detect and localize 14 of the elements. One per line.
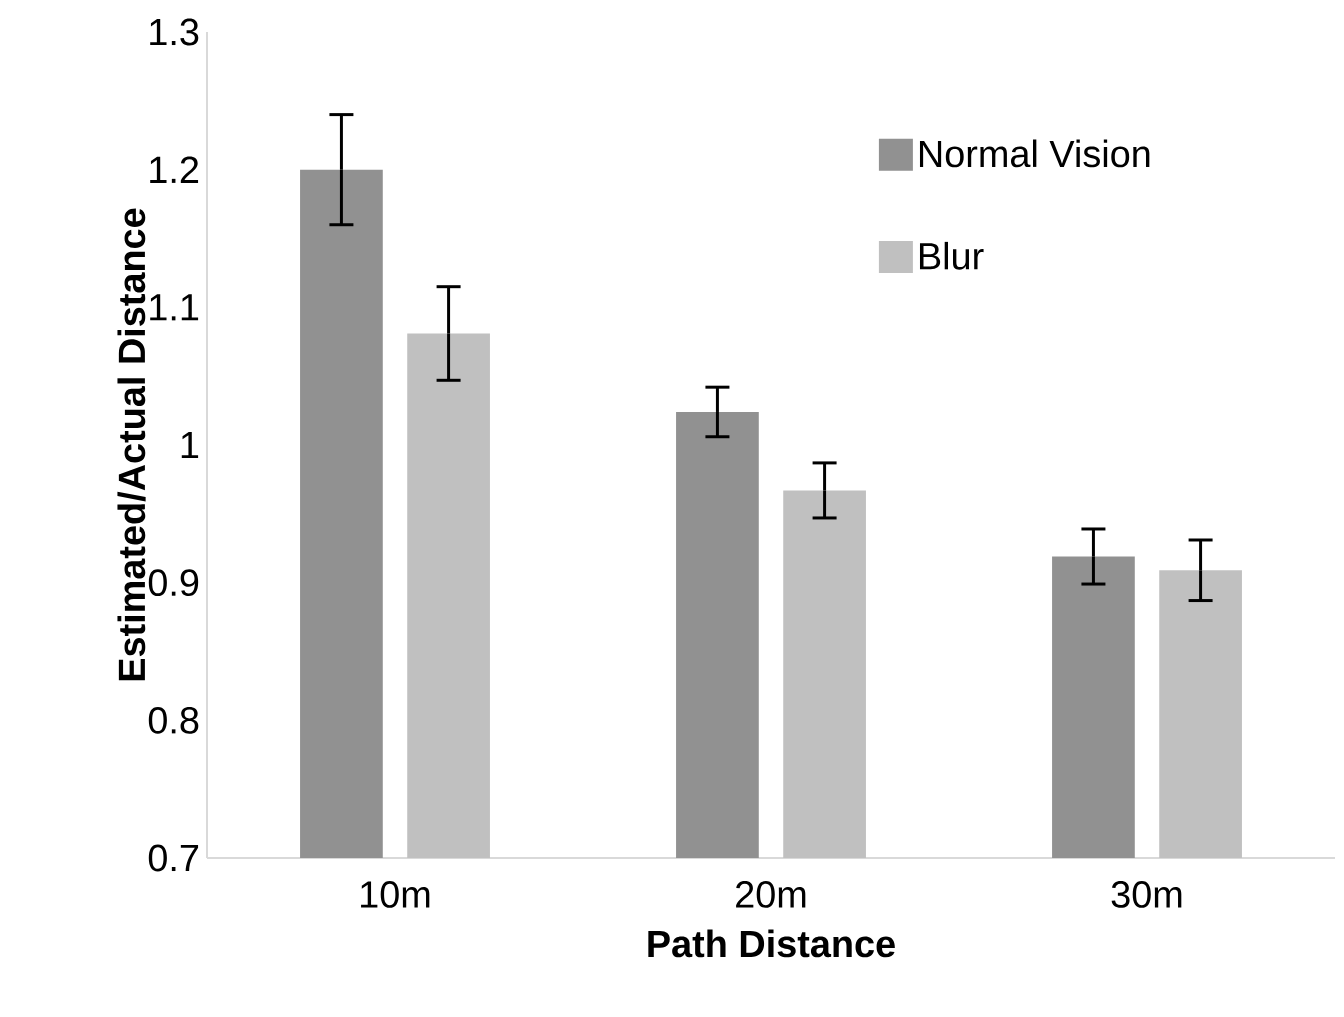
- y-tick-label: 1.1: [150, 294, 199, 321]
- legend-label: Normal Vision: [919, 139, 1150, 168]
- y-tick-label: 1: [181, 431, 199, 459]
- y-tick-label: 0.7: [148, 844, 199, 872]
- y-tick-label: 1.2: [150, 156, 199, 183]
- legend-label: Blur: [919, 241, 984, 270]
- y-tick-label: 1.3: [150, 18, 199, 46]
- y-axis-title: Estimated/Actual Distance: [117, 208, 146, 681]
- x-tick-label: 10m: [361, 881, 430, 908]
- y-tick-label: 0.8: [148, 706, 199, 734]
- x-axis-title: Path Distance: [648, 929, 895, 958]
- y-tick-label: 0.9: [148, 569, 199, 597]
- x-tick-label: 30m: [1111, 881, 1182, 908]
- x-tick-label: 20m: [736, 881, 806, 908]
